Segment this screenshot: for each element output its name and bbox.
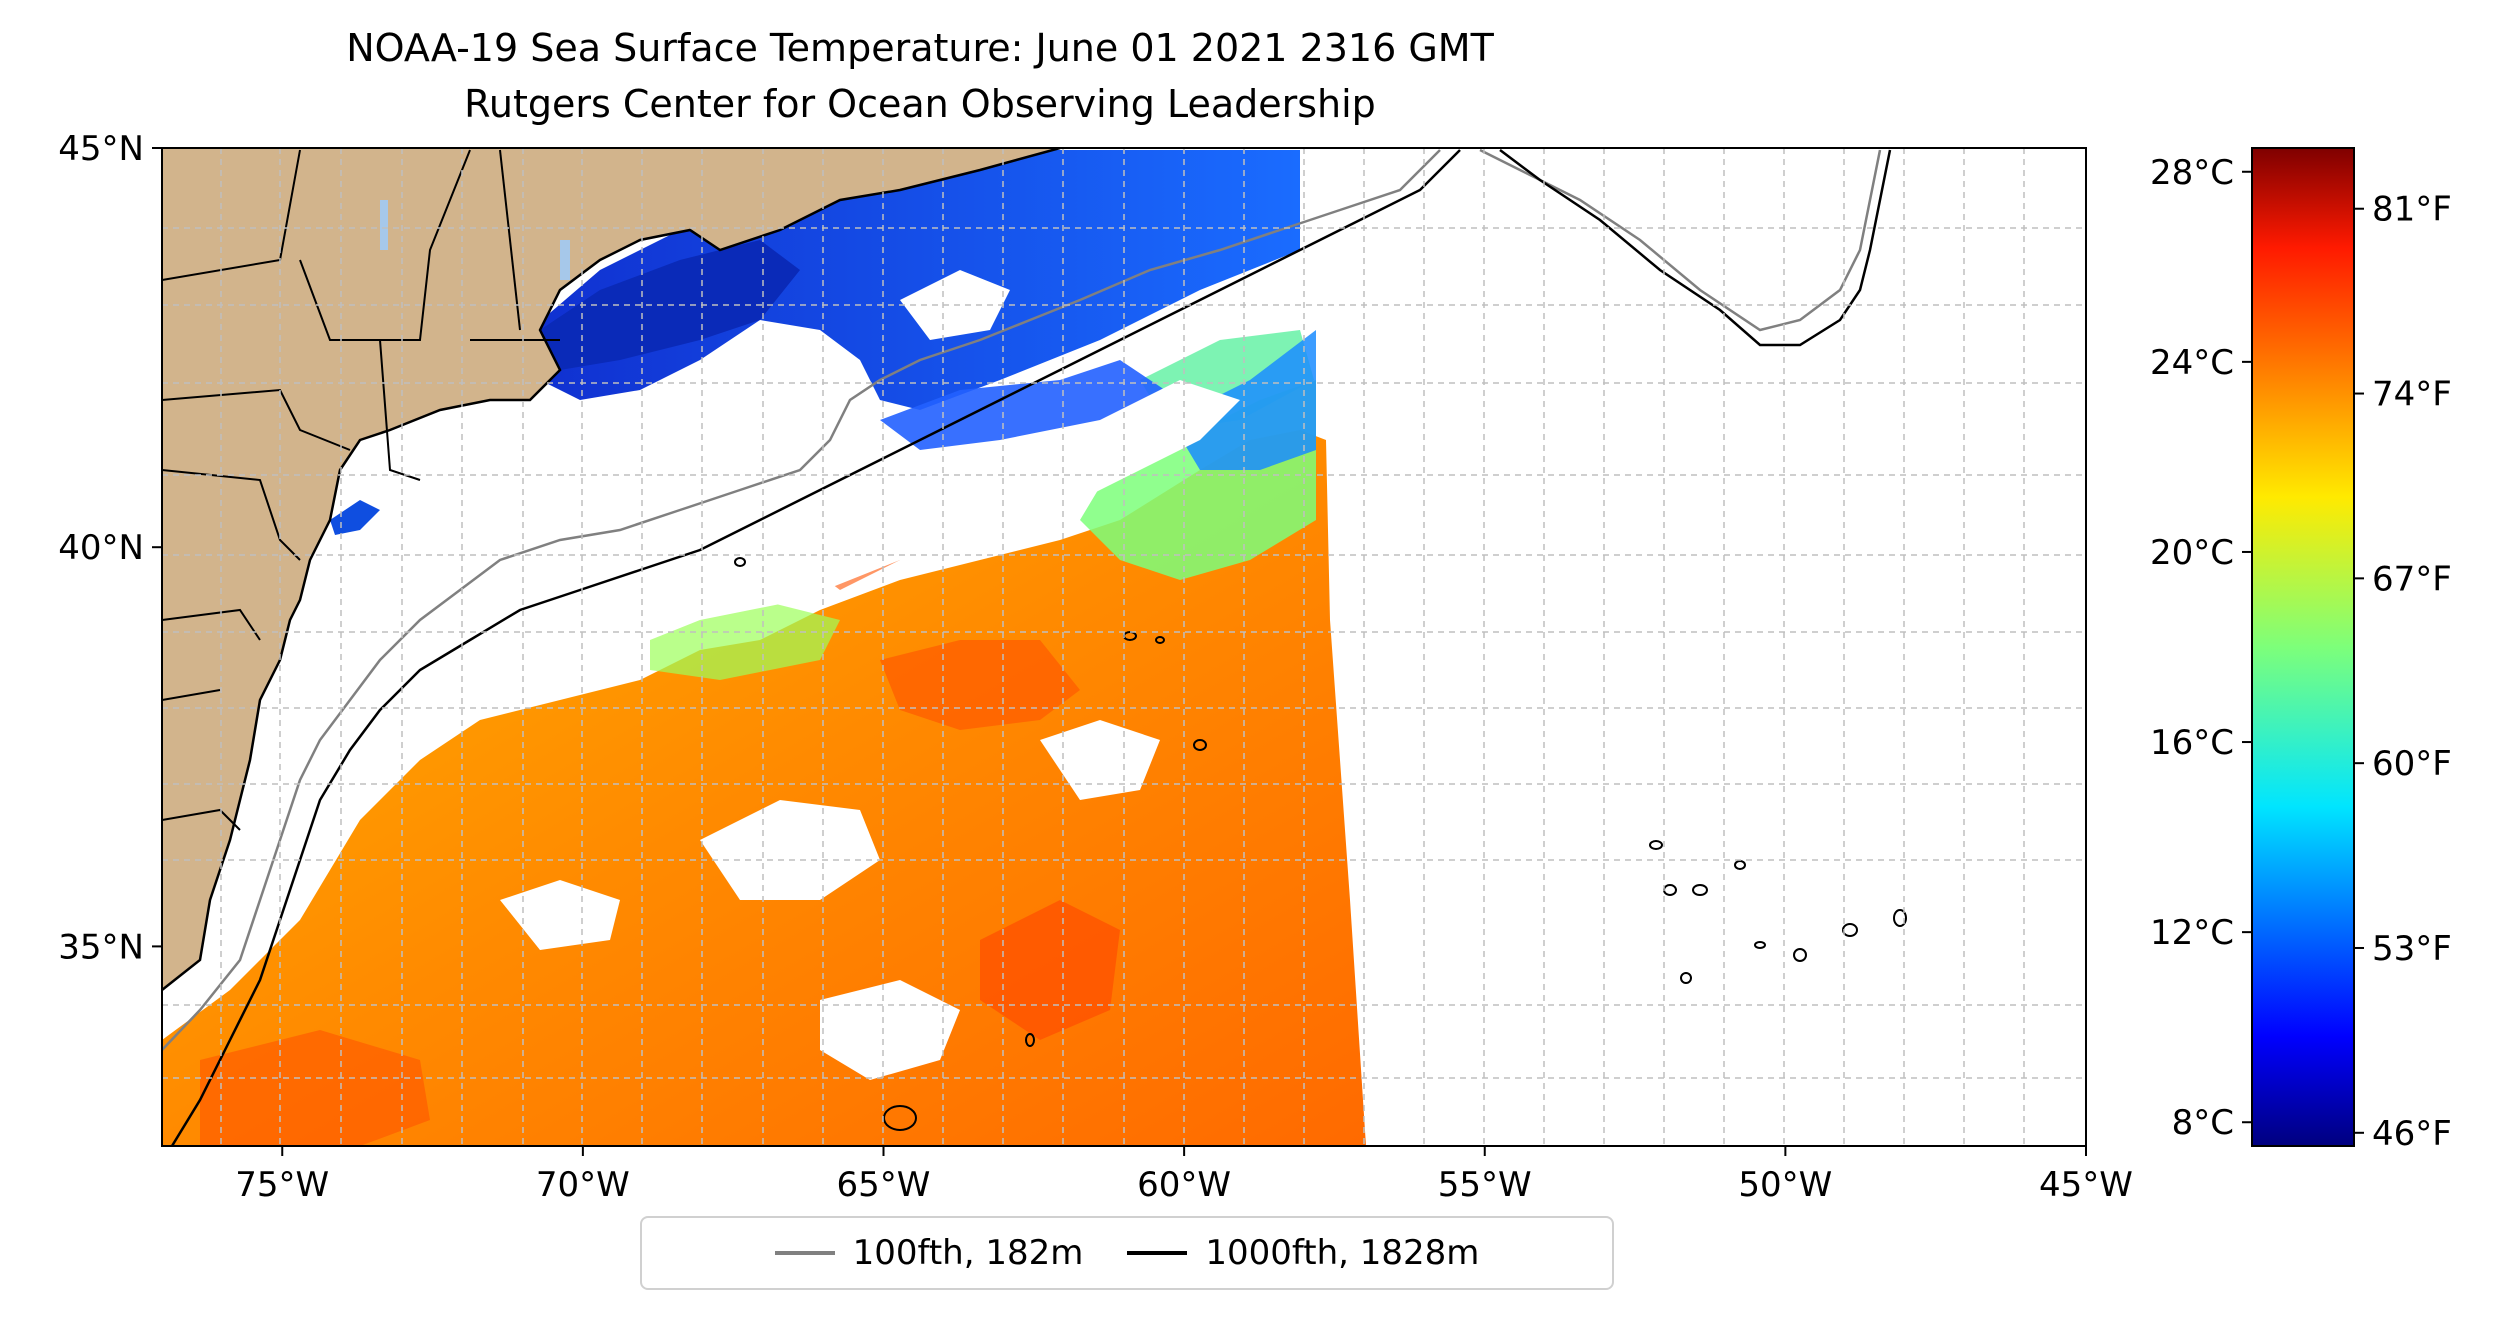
cloud-gap (162, 380, 1240, 1000)
lon-tick-label: 75°W (235, 1165, 329, 1205)
coastline (162, 148, 1061, 991)
map-subtitle: Rutgers Center for Ocean Observing Leade… (464, 82, 1376, 126)
celsius-tick-label: 12°C (2150, 913, 2234, 953)
legend-item-1000fth: 1000fth, 1828m (1127, 1233, 1479, 1273)
isobath-100fth (162, 149, 1441, 1051)
map-gridlines (162, 148, 2086, 1146)
isobath-1000fth (1499, 149, 1892, 347)
lon-tick-label: 60°W (1137, 1165, 1231, 1205)
lat-tick-label: 35°N (58, 927, 144, 967)
map-content (162, 148, 1907, 1146)
celsius-tick-label: 8°C (2172, 1103, 2234, 1143)
cloud-gap (500, 880, 620, 950)
colorbar-celsius-axis: 28°C 24°C 20°C 16°C 12°C 8°C (2150, 153, 2252, 1143)
sst-hot-region (200, 1030, 430, 1146)
sst-cold-region (530, 150, 1300, 410)
map-title: NOAA-19 Sea Surface Temperature: June 01… (346, 26, 1494, 70)
isobath-100fth (1479, 148, 1882, 332)
seamounts (734, 557, 1907, 1131)
lake (380, 200, 388, 250)
lat-tick-label: 45°N (58, 129, 144, 169)
lon-tick-label: 70°W (536, 1165, 630, 1205)
map-border (161, 147, 2087, 1147)
fahrenheit-tick-label: 46°F (2372, 1114, 2452, 1154)
lat-tick-label: 40°N (58, 528, 144, 568)
legend: 100fth, 182m 1000fth, 1828m (640, 1216, 1614, 1290)
legend-line-black (1127, 1251, 1188, 1255)
celsius-tick-label: 20°C (2150, 533, 2234, 573)
legend-label: 100fth, 182m (852, 1233, 1084, 1273)
cloud-gap (700, 800, 880, 900)
celsius-tick-label: 28°C (2150, 153, 2234, 193)
land-north-america (162, 148, 1060, 990)
lon-tick-label: 50°W (1738, 1165, 1832, 1205)
sst-cold-region (1170, 330, 1316, 470)
cloud-gap (1040, 720, 1160, 800)
legend-line-gray (774, 1251, 835, 1255)
celsius-tick-label: 16°C (2150, 723, 2234, 763)
isobath-1000fth (170, 149, 1461, 1146)
fahrenheit-tick-label: 67°F (2372, 559, 2452, 599)
longitude-axis: 75°W 70°W 65°W 60°W 55°W 50°W 45°W (235, 1146, 2133, 1205)
celsius-tick-label: 24°C (2150, 343, 2234, 383)
fahrenheit-tick-label: 53°F (2372, 929, 2452, 969)
lake (560, 240, 570, 280)
lon-tick-label: 45°W (2039, 1165, 2133, 1205)
legend-item-100fth: 100fth, 182m (774, 1233, 1084, 1273)
lon-tick-label: 55°W (1438, 1165, 1532, 1205)
colorbar (2251, 147, 2355, 1147)
lon-tick-label: 65°W (837, 1165, 931, 1205)
fahrenheit-tick-label: 74°F (2372, 375, 2452, 415)
legend-label: 1000fth, 1828m (1205, 1233, 1480, 1273)
fahrenheit-tick-label: 60°F (2372, 744, 2452, 784)
latitude-axis: 45°N 40°N 35°N (58, 129, 162, 967)
fahrenheit-tick-label: 81°F (2372, 190, 2452, 230)
sst-hot-region (880, 640, 1080, 730)
colorbar-fahrenheit-axis: 81°F 74°F 67°F 60°F 53°F 46°F (2354, 190, 2452, 1154)
sst-cold-region (330, 500, 380, 535)
